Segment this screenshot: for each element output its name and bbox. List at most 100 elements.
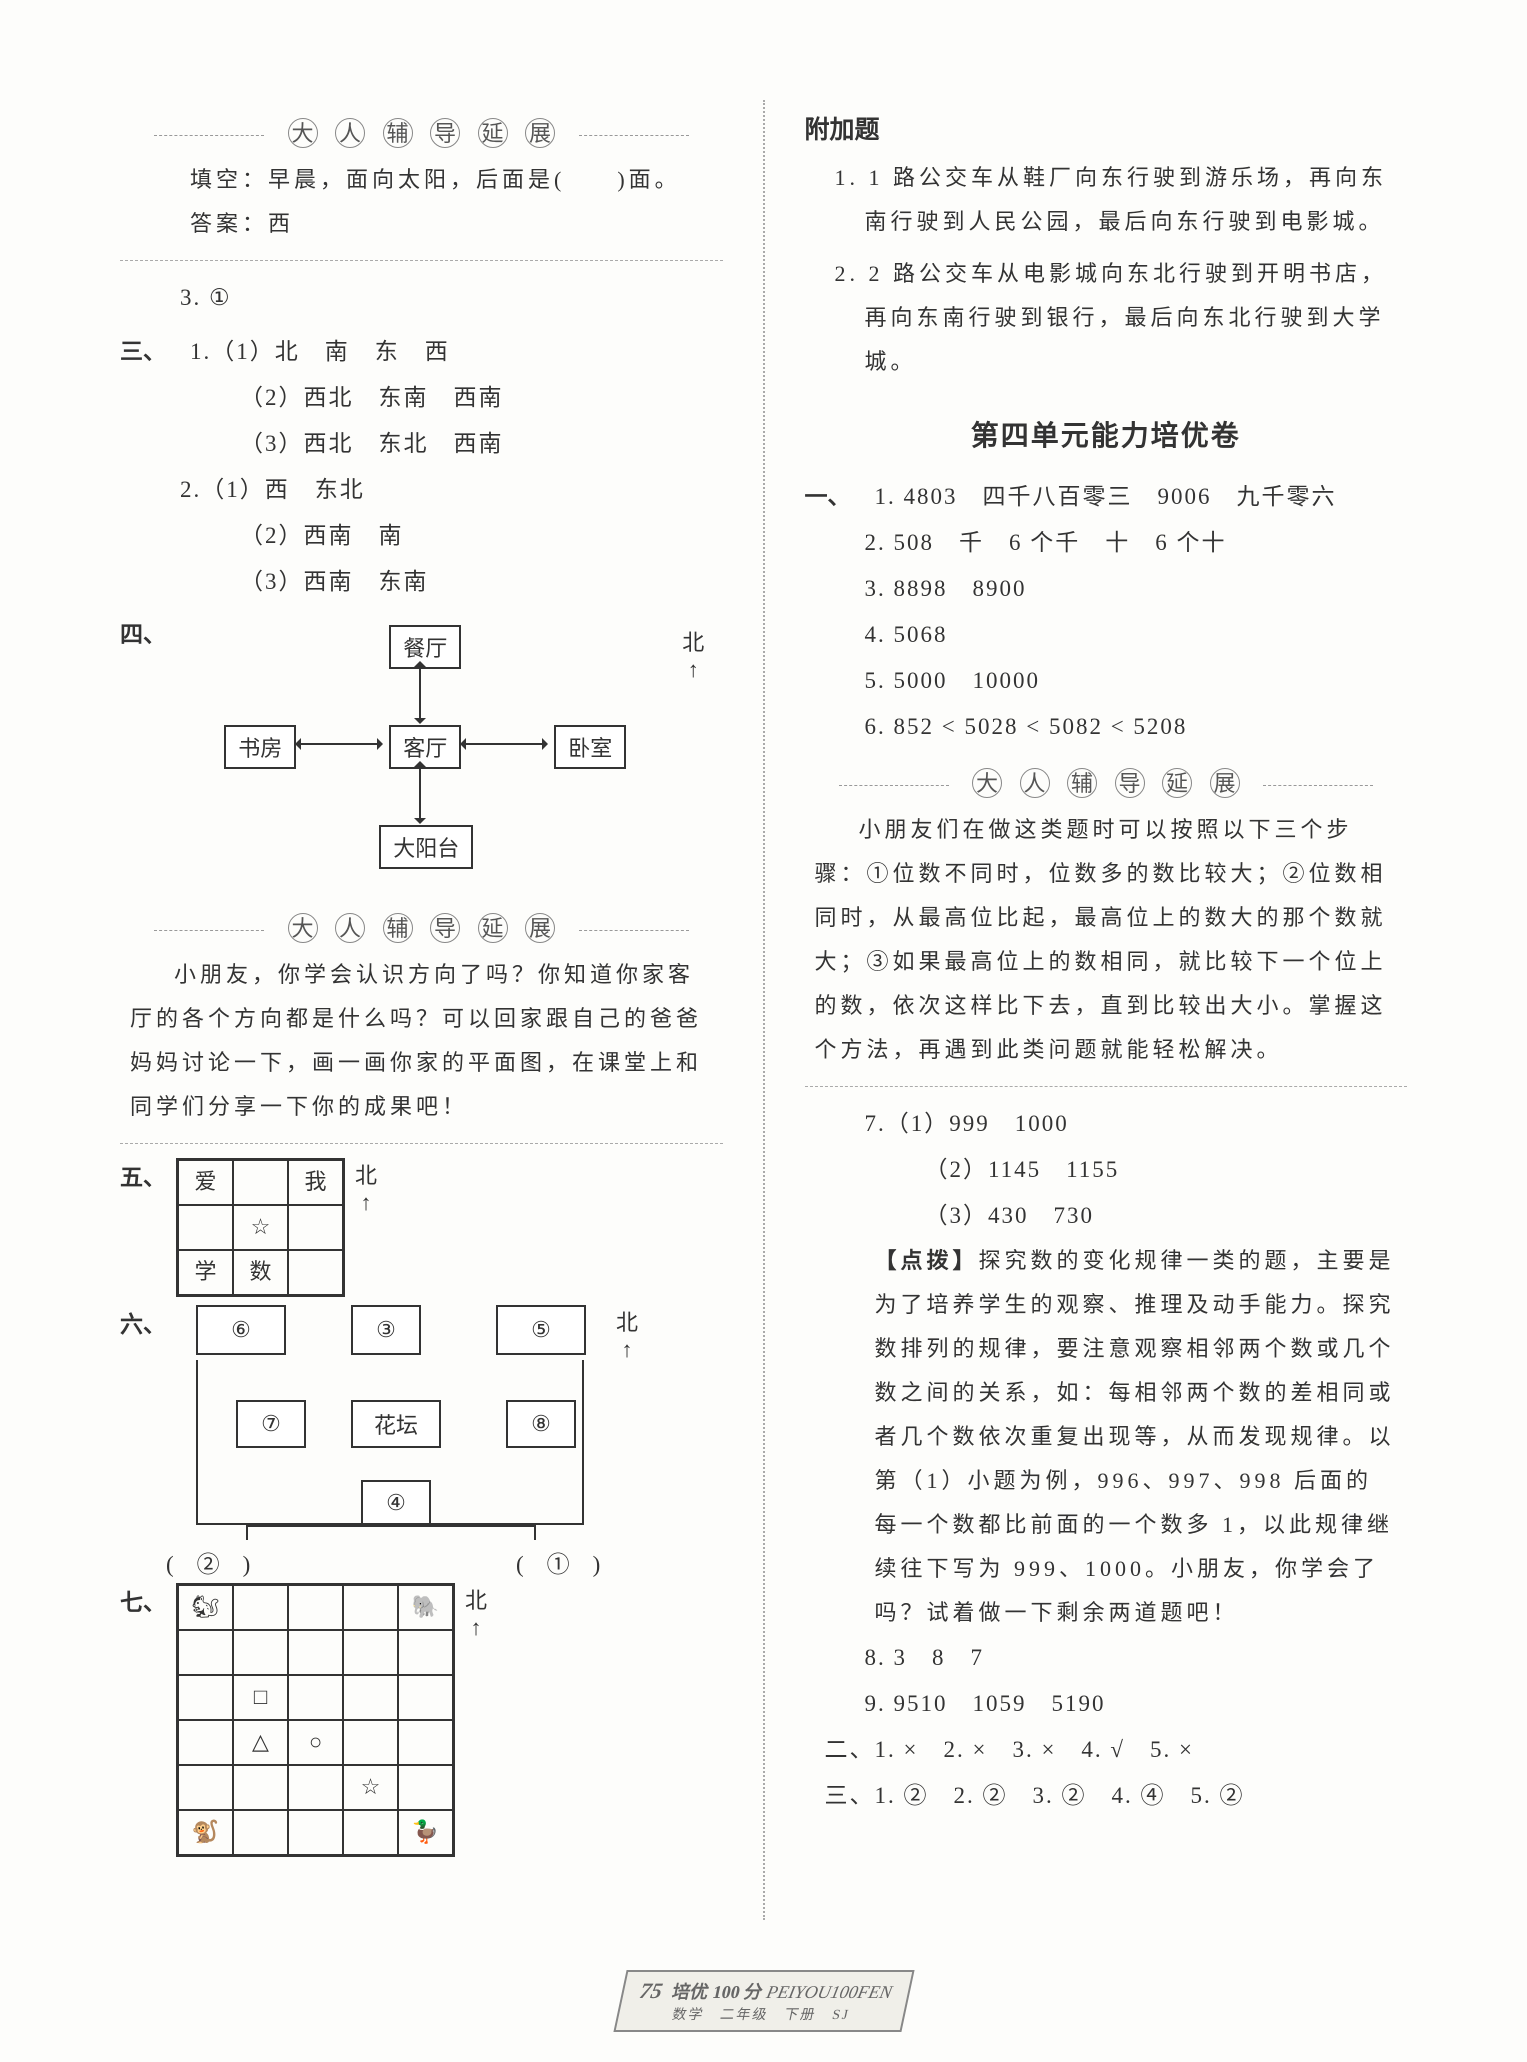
north-arrow-icon: ↑ (682, 657, 704, 683)
cell (288, 1765, 343, 1810)
cell: 🦆 (398, 1810, 453, 1855)
room-left: 书房 (224, 725, 296, 769)
page-footer: 75 培优 100 分 PEIYOU100FEN 数学 二年级 下册 SJ (0, 1970, 1527, 2032)
appendix-title: 附加题 (805, 110, 1408, 146)
section-yi: 一、 1. 4803 四千八百零三 9006 九千零六 (805, 474, 1408, 520)
north-indicator: 北 ↑ (465, 1583, 487, 1641)
cell (288, 1675, 343, 1720)
section-si: 四、 餐厅 书房 客厅 卧室 大阳台 北 ↑ (120, 615, 723, 895)
yi-4: 4. 5068 (865, 612, 1408, 658)
north-label: 北 (465, 1583, 487, 1615)
section-label: 三、 (120, 332, 166, 366)
cell (343, 1720, 398, 1765)
tutor-char: 导 (430, 913, 460, 943)
san-1-2: （2）西北 东南 西南 (240, 375, 723, 421)
tutor-header-1: 大 人 辅 导 延 展 (120, 118, 723, 148)
cell: 我 (288, 1160, 343, 1205)
tutor-char: 展 (1210, 768, 1240, 798)
section-label: 四、 (120, 615, 166, 649)
cell (288, 1630, 343, 1675)
cell (398, 1765, 453, 1810)
north-indicator: 北 ↑ (682, 625, 704, 683)
arrow-horizontal (464, 743, 544, 745)
north-label: 北 (682, 625, 704, 657)
cell (178, 1675, 233, 1720)
section-wu: 五、 爱 我 ☆ 学 数 北 ↑ (160, 1158, 723, 1297)
san-2-1: 2.（1）西 东北 (180, 467, 723, 513)
cell (178, 1765, 233, 1810)
cell (288, 1250, 343, 1295)
right-column: 附加题 1. 1 路公交车从鞋厂向东行驶到游乐场，再向东南行驶到人民公园，最后向… (805, 100, 1408, 1920)
two-column-layout: 大 人 辅 导 延 展 填空：早晨，面向太阳，后面是( )面。 答案：西 3. … (120, 100, 1407, 1920)
tutor2-body: 小朋友，你学会认识方向了吗？你知道你家客厅的各个方向都是什么吗？可以回家跟自己的… (120, 953, 723, 1129)
tutor-char: 展 (525, 118, 555, 148)
cell (288, 1810, 343, 1855)
section-label: 五、 (120, 1158, 166, 1192)
yi-7-3: （3）430 730 (925, 1193, 1408, 1239)
tutor-char: 大 (972, 768, 1002, 798)
tutor-header-3: 大 人 辅 导 延 展 (805, 768, 1408, 798)
section-san: 三、 1.（1）北 南 东 西 (120, 329, 723, 375)
tutor-char: 导 (430, 118, 460, 148)
arrow-vertical (419, 665, 421, 720)
cell (288, 1205, 343, 1250)
arrow-horizontal (299, 743, 379, 745)
cell (398, 1675, 453, 1720)
section-label: 七、 (120, 1583, 166, 1617)
section-liu: 六、 ⑥ ③ ⑤ ⑦ 花坛 ⑧ ④ ( ② ) ( ① ) 北 ↑ (160, 1305, 723, 1575)
fill-blank-question: 填空：早晨，面向太阳，后面是( )面。 (180, 158, 723, 202)
cell: 爱 (178, 1160, 233, 1205)
yi-1: 1. 4803 四千八百零三 9006 九千零六 (875, 484, 1337, 509)
tutor-char: 延 (478, 118, 508, 148)
cell: 🐿 (178, 1585, 233, 1630)
yi-7-1: 7.（1）999 1000 (865, 1101, 1408, 1147)
tutor3-body: 小朋友们在做这类题时可以按照以下三个步骤：①位数不同时，位数多的数比较大；②位数… (805, 808, 1408, 1072)
tutor-char: 辅 (1067, 768, 1097, 798)
dianbo-body: 探究数的变化规律一类的题，主要是为了培养学生的观察、推理及动手能力。探究数排列的… (875, 1248, 1395, 1625)
label-right: ( ① ) (516, 1545, 600, 1579)
cell-star: ☆ (233, 1205, 288, 1250)
north-label: 北 (616, 1305, 638, 1337)
room-layout-diagram: 餐厅 书房 客厅 卧室 大阳台 北 ↑ (224, 625, 664, 885)
separator (120, 1143, 723, 1144)
san-1-3: （3）西北 东北 西南 (240, 421, 723, 467)
tutor-char: 人 (335, 118, 365, 148)
fujia-1: 1. 1 路公交车从鞋厂向东行驶到游乐场，再向东南行驶到人民公园，最后向东行驶到… (835, 156, 1408, 244)
cell: □ (233, 1675, 288, 1720)
tutor-char: 大 (288, 118, 318, 148)
cell: 学 (178, 1250, 233, 1295)
block-3: ③ (351, 1305, 421, 1355)
page-number: 75 (637, 1978, 664, 2003)
yi-7-2: （2）1145 1155 (925, 1147, 1408, 1193)
yi-3: 3. 8898 8900 (865, 566, 1408, 612)
yi-6: 6. 852 < 5028 < 5082 < 5208 (865, 704, 1408, 750)
cell (288, 1585, 343, 1630)
label-left: ( ② ) (166, 1545, 250, 1579)
tutor-char: 展 (525, 913, 555, 943)
separator (120, 260, 723, 261)
q3-answer: 3. ① (180, 275, 723, 321)
outline (196, 1360, 584, 1525)
cell (178, 1205, 233, 1250)
section-er: 二、1. × 2. × 3. × 4. √ 5. × (825, 1727, 1408, 1773)
yi-8: 8. 3 8 7 (865, 1635, 1408, 1681)
footer-badge: 75 培优 100 分 PEIYOU100FEN 数学 二年级 下册 SJ (613, 1970, 914, 2032)
yi-9: 9. 9510 1059 5190 (865, 1681, 1408, 1727)
footer-sub: 数学 二年级 下册 SJ (633, 2004, 889, 2024)
grid-5x6: 🐿🐘□△○☆🐒🦆 (176, 1583, 455, 1857)
cell (398, 1720, 453, 1765)
north-label: 北 (355, 1158, 377, 1190)
cell (398, 1630, 453, 1675)
cell (343, 1810, 398, 1855)
footer-title-cn: 培优 100 分 (670, 1982, 764, 2002)
tutor-char: 导 (1115, 768, 1145, 798)
fill-blank-answer: 答案：西 (180, 202, 723, 246)
cell: ○ (288, 1720, 343, 1765)
cell (343, 1675, 398, 1720)
san-2-3: （3）西南 东南 (240, 559, 723, 605)
cell (233, 1630, 288, 1675)
cell (178, 1720, 233, 1765)
cell: 数 (233, 1250, 288, 1295)
yi-2: 2. 508 千 6 个千 十 6 个十 (865, 520, 1408, 566)
tutor-char: 辅 (383, 118, 413, 148)
